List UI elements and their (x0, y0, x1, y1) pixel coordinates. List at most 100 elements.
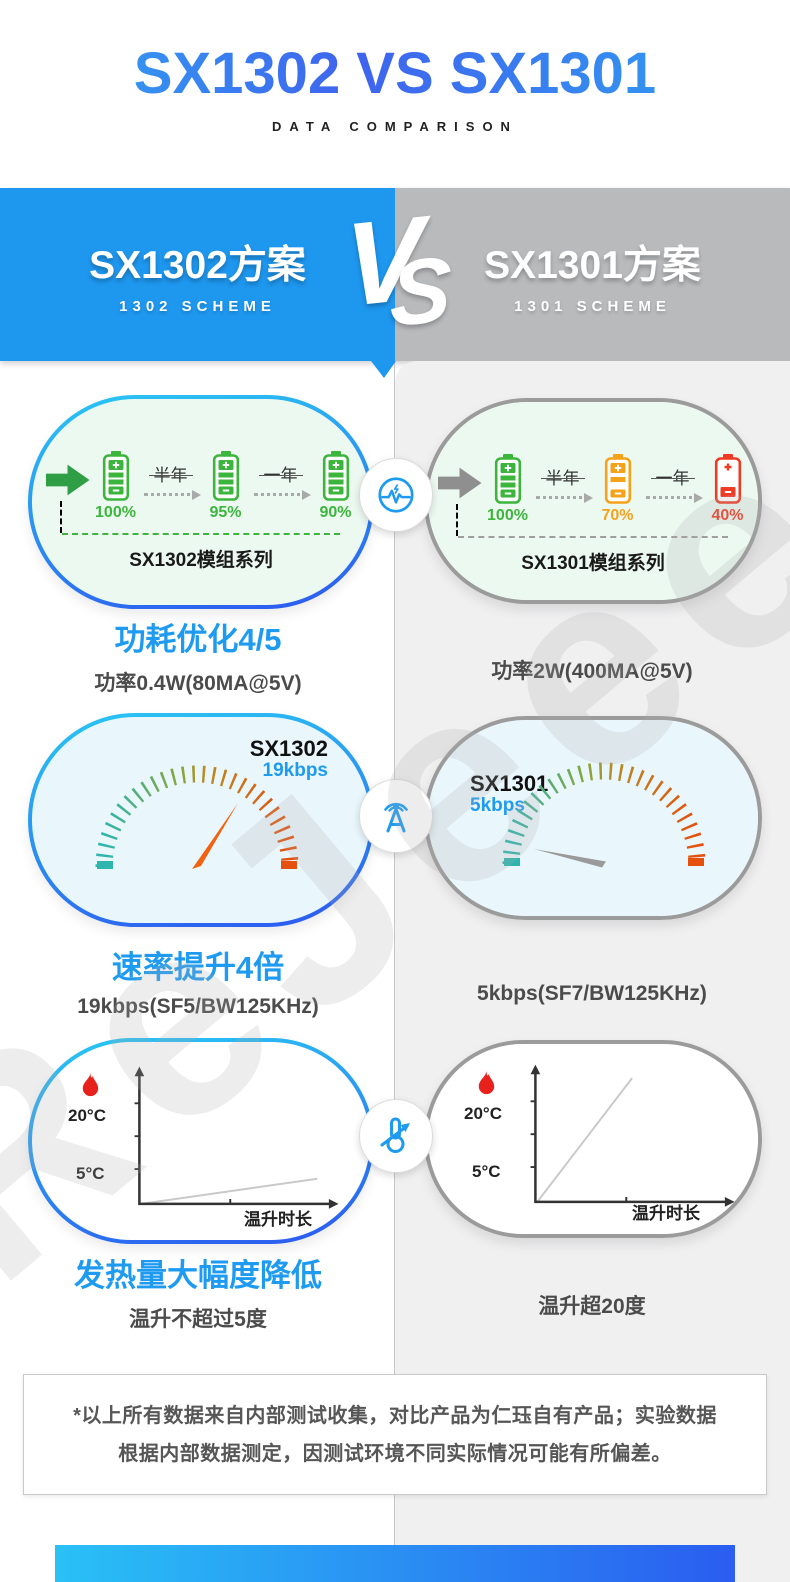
heat-headline: 发热量大幅度降低 (74, 1258, 322, 1293)
flame-icon (478, 1070, 495, 1095)
gauge-labels-right: SX1301 5kbps (470, 771, 549, 817)
heat-detail-right: 温升超20度 (538, 1295, 646, 1318)
disclaimer-box: *以上所有数据来自内部测试收集，对比产品为仁珏自有产品；实验数据根据内部数据测定… (23, 1374, 767, 1495)
heat-chart-left (134, 1066, 339, 1209)
speed-headline: 速率提升4倍 (111, 950, 285, 985)
power-card-right: 100% 半年 70% 一年 40% (424, 398, 762, 604)
speed-card-right: SX1301 5kbps (424, 716, 762, 920)
power-detail-left: 功率0.4W(80MA@5V) (94, 672, 302, 695)
flame-icon (82, 1072, 99, 1097)
disclaimer-text: *以上所有数据来自内部测试收集，对比产品为仁珏自有产品；实验数据根据内部数据测定… (73, 1404, 717, 1465)
vs-badge: V S (326, 192, 466, 366)
y-label-5c: 5°C (472, 1162, 501, 1181)
dashed-underline (62, 533, 340, 535)
battery-percent: 100% (487, 507, 528, 524)
one-year-label: 一年 (258, 461, 303, 486)
dotted-arrow-icon (645, 492, 703, 503)
thermometer-icon (380, 1117, 410, 1153)
half-year-arrow: 半年 (532, 464, 594, 503)
start-arrow-icon (437, 467, 482, 499)
speed-gauge-left (95, 765, 299, 869)
power-badge (359, 458, 433, 532)
page-title: SX1302 VS SX1301 (0, 40, 790, 107)
vs-letter-s: S (389, 238, 453, 346)
chip-rate: 19kbps (262, 760, 328, 782)
heat-caption-right: 温升超20度 (424, 1290, 760, 1320)
dotted-arrow-icon (535, 492, 593, 503)
header-notch (371, 361, 396, 378)
page-subtitle: DATA COMPARISON (272, 119, 518, 134)
battery-icon-90: 90% (315, 451, 357, 522)
comparison-header: SX1302方案 1302 SCHEME SX1301方案 1301 SCHEM… (0, 188, 790, 361)
temp-rise-line (141, 1177, 318, 1205)
speed-detail-left: 19kbps(SF5/BW125KHz) (77, 995, 319, 1018)
column-divider (394, 361, 395, 1582)
battery-icon-95: 95% (205, 451, 247, 522)
battery-percent: 70% (601, 507, 634, 524)
chip-rate: 5kbps (470, 795, 525, 817)
speed-caption-right: 5kbps(SF7/BW125KHz) (424, 982, 760, 1006)
battery-icon-70: 70% (597, 454, 639, 525)
chip-name: SX1302 (249, 736, 328, 761)
start-arrow-icon (45, 464, 90, 496)
gauge-labels-left: SX1302 19kbps (249, 736, 328, 782)
speed-caption-left: 速率提升4倍 19kbps(SF5/BW125KHz) (28, 942, 368, 1019)
heat-badge (359, 1099, 433, 1173)
one-year-arrow: 一年 (642, 464, 704, 503)
power-caption-left: 功耗优化4/5 功率0.4W(80MA@5V) (28, 614, 368, 697)
gauge-needle (534, 849, 606, 868)
header-right: SX1301方案 1301 SCHEME (395, 188, 790, 361)
power-caption-right: 功率2W(400MA@5V) (424, 655, 760, 685)
battery-icon-100: 100% (487, 454, 529, 525)
y-label-20c: 20°C (68, 1106, 106, 1125)
footer-bar (55, 1545, 735, 1582)
power-headline: 功耗优化4/5 (114, 622, 282, 657)
power-detail-right: 功率2W(400MA@5V) (491, 660, 693, 683)
dotted-arrow-icon (143, 489, 201, 500)
header-left-subtitle: 1302 SCHEME (119, 298, 276, 315)
dashed-corner (456, 504, 458, 536)
heat-card-right: 20°C 5°C 温升时长 (424, 1040, 762, 1238)
pulse-icon (378, 477, 414, 513)
header-left: SX1302方案 1302 SCHEME (0, 188, 395, 361)
x-label: 温升时长 (244, 1210, 312, 1229)
battery-sequence-left: 100% 半年 95% 一年 90% (32, 451, 370, 522)
half-year-label: 半年 (148, 461, 193, 486)
x-label: 温升时长 (632, 1204, 700, 1223)
dotted-arrow-icon (253, 489, 311, 500)
antenna-icon (384, 802, 408, 833)
battery-icon-40: 40% (707, 454, 749, 525)
speed-gauge-right (502, 762, 706, 868)
heat-chart-right (530, 1064, 735, 1207)
y-label-5c: 5°C (76, 1164, 105, 1183)
battery-icon-100: 100% (95, 451, 137, 522)
header-right-title: SX1301方案 (484, 244, 701, 287)
chip-name: SX1301 (470, 771, 549, 796)
dashed-corner (60, 501, 62, 533)
heat-caption-left: 发热量大幅度降低 温升不超过5度 (28, 1250, 368, 1333)
battery-percent: 40% (711, 507, 744, 524)
y-label-20c: 20°C (464, 1104, 502, 1123)
series-label-right: SX1301模组系列 (521, 553, 665, 574)
header-left-title: SX1302方案 (89, 244, 306, 287)
gauge-needle (192, 803, 238, 869)
heat-card-left: 20°C 5°C 温升时长 (28, 1038, 374, 1244)
battery-percent: 90% (319, 504, 352, 521)
half-year-arrow: 半年 (140, 461, 202, 500)
speed-card-left: SX1302 19kbps (28, 713, 374, 927)
series-label-left: SX1302模组系列 (129, 550, 273, 571)
speed-detail-right: 5kbps(SF7/BW125KHz) (477, 982, 707, 1005)
battery-percent: 95% (209, 504, 242, 521)
battery-sequence-right: 100% 半年 70% 一年 40% (428, 454, 758, 525)
temp-rise-line (536, 1077, 633, 1203)
header-right-subtitle: 1301 SCHEME (514, 298, 671, 315)
battery-percent: 100% (95, 504, 136, 521)
heat-detail-left: 温升不超过5度 (129, 1308, 267, 1331)
power-card-left: 100% 半年 95% 一年 90% (28, 395, 374, 609)
half-year-label: 半年 (540, 464, 585, 489)
speed-badge (359, 779, 433, 853)
one-year-arrow: 一年 (250, 461, 312, 500)
one-year-label: 一年 (650, 464, 695, 489)
dashed-underline (458, 536, 728, 538)
